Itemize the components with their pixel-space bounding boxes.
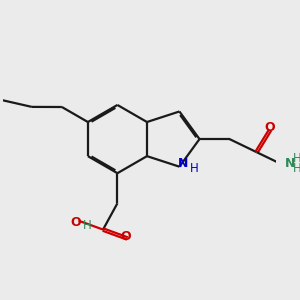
Text: O: O <box>121 230 131 243</box>
Text: H: H <box>83 219 92 232</box>
Text: O: O <box>70 216 81 229</box>
Text: N: N <box>178 157 188 170</box>
Text: H: H <box>292 152 300 165</box>
Text: H: H <box>190 162 199 175</box>
Text: O: O <box>265 121 275 134</box>
Text: H: H <box>292 162 300 175</box>
Text: N: N <box>285 157 295 170</box>
